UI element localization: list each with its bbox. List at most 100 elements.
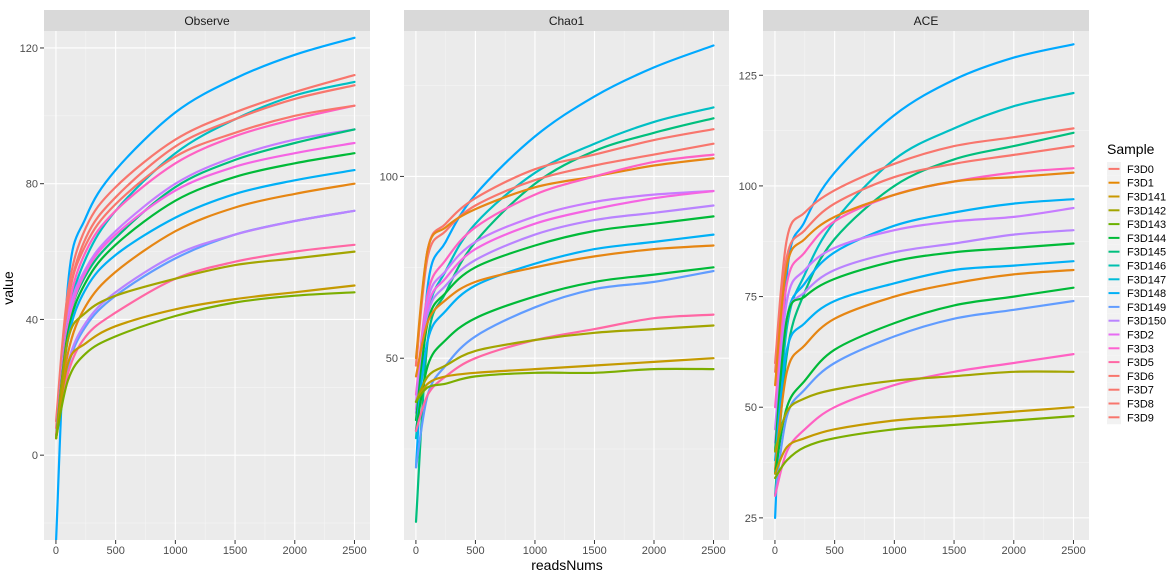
x-tick-label: 1000 [163,545,187,557]
legend-label: F3D148 [1127,288,1166,300]
x-tick-label: 2500 [342,545,366,557]
series-line-17 [55,291,356,440]
x-tick-label: 1500 [942,545,966,557]
legend-title: Sample [1107,141,1155,157]
legend-item-f3d6: F3D6 [1107,369,1154,383]
facet-strip [404,10,729,31]
x-tick-label: 2000 [283,545,307,557]
series-line-13 [414,266,715,432]
facet-strip-label: Chao1 [549,14,585,28]
series-lines [774,43,1075,519]
series-line-6 [414,153,715,396]
series-line-13 [774,286,1075,475]
x-tick-label: 2000 [642,545,666,557]
x-tick-label: 500 [466,545,484,557]
facet-panel-ace: ACE 0 500 1000 1500 2000 2500 25 50 75 100 125 [739,10,1089,557]
x-tick-label: 500 [825,545,843,557]
legend-label: F3D5 [1127,357,1154,369]
y-tick-label: 0 [32,450,38,462]
x-tick-label: 2500 [701,545,725,557]
x-tick-label: 2500 [1061,545,1085,557]
series-line-16 [414,324,715,403]
legend-label: F3D149 [1127,302,1166,314]
series-line-9 [414,204,715,414]
y-tick-label: 40 [26,314,38,326]
series-line-15 [55,250,356,440]
series-line-14 [55,243,356,440]
facet-panel-observe: Observe 0 500 1000 1500 2000 2500 0 40 80 120 [20,10,370,557]
series-line-9 [55,152,356,440]
series-line-8 [55,141,356,440]
legend-item-f3d2: F3D2 [1107,327,1154,342]
legend-label: F3D141 [1127,192,1166,204]
legend-item-f3d149: F3D149 [1107,300,1166,314]
x-tick-label: 1500 [223,545,247,557]
series-line-4 [414,142,715,367]
legend-item-f3d5: F3D5 [1107,355,1154,369]
series-line-18 [774,415,1075,480]
legend-item-f3d144: F3D144 [1107,231,1166,245]
series-line-15 [414,313,715,432]
series-line-17 [774,406,1075,475]
facet-strip [763,10,1089,31]
series-line-17 [414,357,715,403]
x-tick-label: 0 [413,545,419,557]
y-tick-label: 80 [26,179,38,191]
legend-label: F3D1 [1127,178,1154,190]
series-line-16 [774,370,1075,453]
series-line-4 [55,104,356,436]
legend-item-f3d9: F3D9 [1107,410,1154,424]
legend-label: F3D3 [1127,343,1154,355]
legend-item-f3d0: F3D0 [1107,162,1154,176]
legend-label: F3D150 [1127,316,1166,328]
y-tick-label: 100 [380,171,398,183]
series-line-7 [414,189,715,403]
series-line-12 [414,244,715,378]
x-axis-title: readsNums [531,557,603,573]
series-line-5 [774,167,1075,409]
x-tick-label: 1000 [882,545,906,557]
series-line-15 [774,353,1075,497]
x-tick-label: 1500 [582,545,606,557]
legend-item-f3d148: F3D148 [1107,286,1166,300]
legend-item-f3d147: F3D147 [1107,272,1166,286]
legend-label: F3D144 [1127,233,1166,245]
series-line-2 [774,127,1075,365]
series-line-5 [55,104,356,440]
legend-item-f3d1: F3D1 [1107,175,1154,190]
legend-label: F3D143 [1127,219,1166,231]
legend-label: F3D6 [1127,371,1154,383]
series-line-12 [774,268,1075,471]
y-tick-label: 120 [20,43,38,55]
facet-strip-label: ACE [914,14,939,28]
series-line-18 [414,367,715,403]
x-tick-label: 2000 [1002,545,1026,557]
y-tick-label: 50 [386,353,398,365]
facet-strip [44,10,370,31]
legend-label: F3D147 [1127,274,1166,286]
legend-item-f3d141: F3D141 [1107,189,1166,204]
series-line-1 [774,91,1075,475]
legend-label: F3D145 [1127,247,1166,259]
series-line-10 [774,242,1075,453]
series-line-6 [55,128,356,440]
y-axis-title: value [0,271,16,305]
series-line-2 [414,117,715,523]
legend-label: F3D9 [1127,412,1154,424]
x-tick-label: 500 [106,545,124,557]
panel-background [763,31,1089,540]
y-tick-label: 100 [739,181,757,193]
series-line-8 [774,206,1075,431]
legend-label: F3D7 [1127,385,1154,397]
y-tick-label: 50 [745,402,757,414]
facet-panel-chao1: Chao1 0 500 1000 1500 2000 2500 50 100 [380,10,729,557]
series-line-8 [414,189,715,411]
legend-label: F3D146 [1127,261,1166,273]
legend-label: F3D142 [1127,205,1166,217]
legend-item-f3d143: F3D143 [1107,217,1166,231]
series-line-4 [774,145,1075,373]
series-line-16 [55,284,356,440]
legend-item-f3d150: F3D150 [1107,313,1166,328]
